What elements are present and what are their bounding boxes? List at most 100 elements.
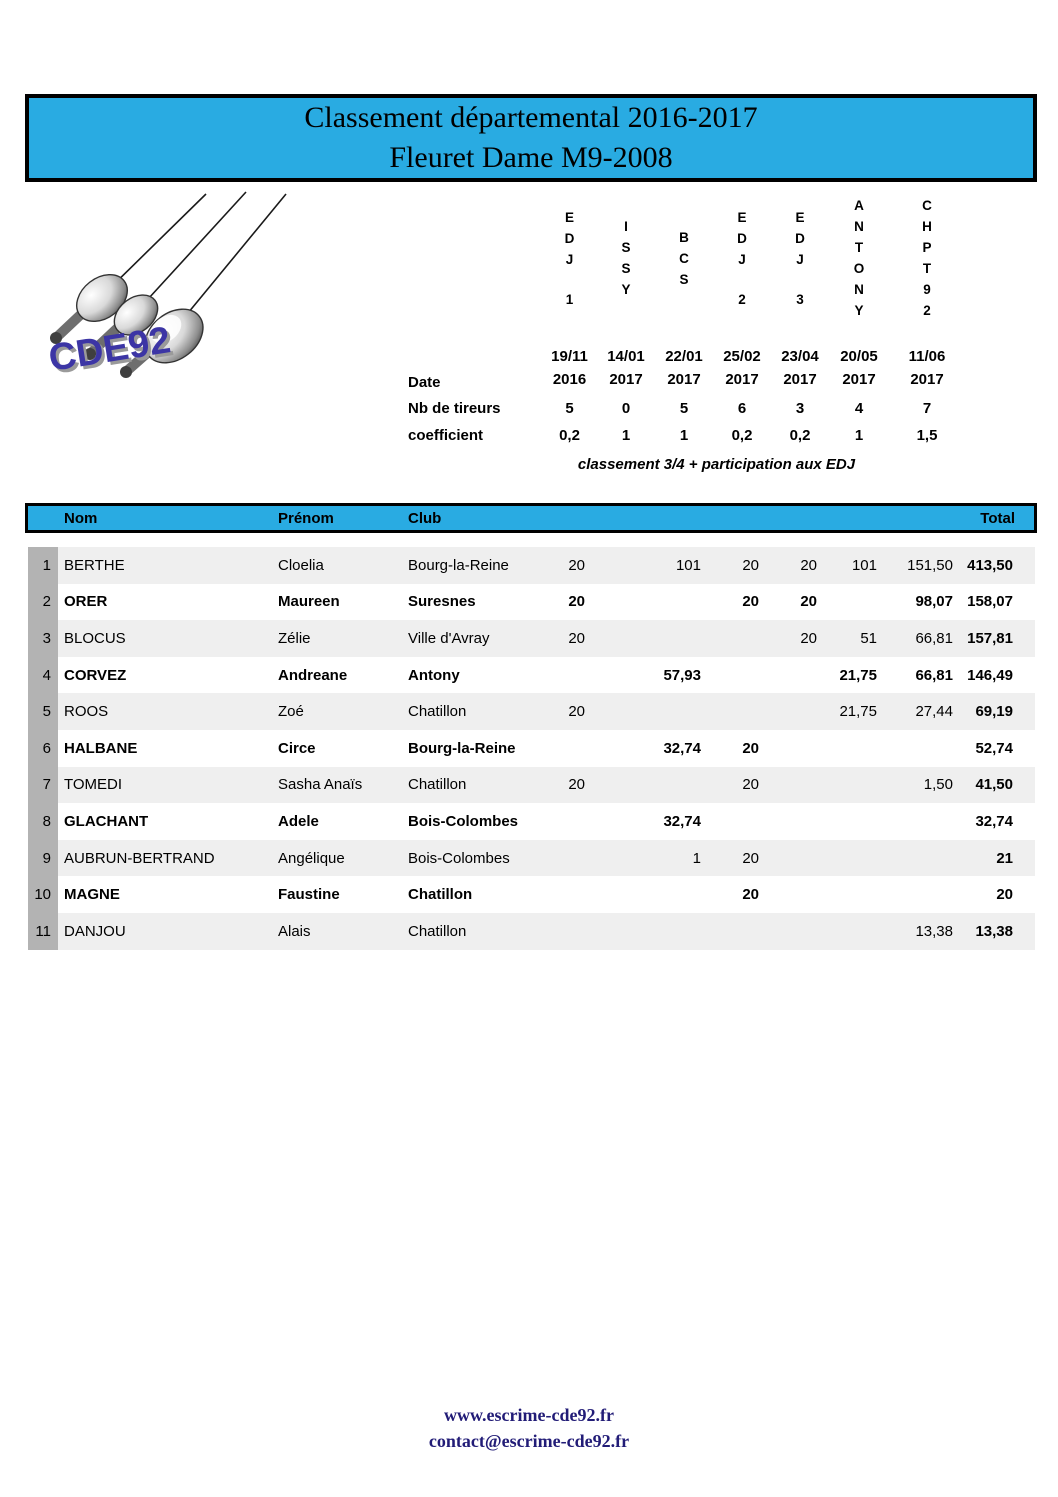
score-cell-antony: 101 — [851, 556, 877, 574]
event-date-line2: 2017 — [842, 371, 876, 388]
score-cell-edj3: 20 — [800, 593, 817, 611]
event-coefficient-issy: 1 — [621, 427, 631, 444]
coefficient-label: coefficient — [408, 427, 484, 444]
event-date-line2: 2017 — [783, 371, 817, 388]
event-name-char: E — [795, 209, 805, 225]
event-coefficient-antony: 1 — [854, 427, 864, 444]
club-cell: Bourg-la-Reine — [408, 556, 509, 574]
event-name-char: Y — [621, 282, 631, 297]
event-name-char: A — [854, 198, 864, 213]
nom-cell: HALBANE — [64, 739, 138, 757]
event-date-line1: 19/11 — [551, 348, 588, 365]
ranking-note: classement 3/4 + participation aux EDJ — [577, 456, 856, 473]
club-cell: Bois-Colombes — [408, 812, 519, 830]
event-date-line2: 2016 — [552, 371, 587, 388]
event-date-edj1: 19/11 2016 — [542, 333, 597, 395]
event-date-line1: 14/01 — [607, 348, 645, 365]
score-cell-chpt92: 27,44 — [915, 703, 953, 721]
event-name-char: J — [738, 251, 746, 267]
total-cell: 146,49 — [967, 666, 1013, 684]
event-date-line2: 2017 — [667, 371, 701, 388]
event-date-line1: 25/02 — [723, 348, 761, 365]
event-name-char: S — [621, 240, 631, 255]
prenom-cell: Cloelia — [278, 556, 324, 574]
nom-cell: ROOS — [64, 703, 109, 721]
event-name-char: 2 — [738, 291, 746, 307]
footer-email: contact@escrime-cde92.fr — [428, 1431, 630, 1451]
prenom-cell: Angélique — [278, 849, 345, 867]
score-cell-bcs: 101 — [675, 556, 701, 574]
score-cell-edj1: 20 — [568, 629, 585, 647]
event-date-issy: 14/01 2017 — [597, 333, 655, 395]
date-label: Date — [408, 374, 441, 391]
event-tireurs-antony: 4 — [854, 400, 864, 417]
rank-cell: 6 — [28, 729, 58, 767]
club-cell: Chatillon — [408, 703, 467, 721]
events-names-spacer — [408, 183, 542, 333]
event-date-line1: 23/04 — [781, 348, 819, 365]
score-cell-edj2: 20 — [742, 776, 759, 794]
prenom-cell: Maureen — [278, 593, 340, 611]
score-cell-edj2: 20 — [742, 593, 759, 611]
event-name-char: 9 — [923, 282, 931, 297]
title-line-2: Fleuret Dame M9-2008 — [389, 141, 673, 174]
prenom-cell: Adele — [278, 812, 319, 830]
prenom-cell: Andreane — [278, 666, 348, 684]
nom-cell: AUBRUN-BERTRAND — [64, 849, 215, 867]
event-name-char: P — [922, 240, 932, 255]
score-cell-edj2: 20 — [742, 739, 759, 757]
event-name-char: S — [621, 261, 631, 276]
event-name-char: J — [796, 251, 804, 267]
table-row: 9 AUBRUN-BERTRAND Angélique Bois-Colombes 1 2… — [28, 839, 1035, 877]
total-cell: 13,38 — [975, 922, 1013, 940]
prenom-cell: Alais — [278, 922, 311, 940]
score-cell-chpt92: 1,50 — [923, 776, 953, 794]
event-name-char: N — [854, 219, 864, 234]
score-cell-chpt92: 66,81 — [915, 666, 953, 684]
score-cell-bcs: 32,74 — [663, 812, 701, 830]
col-header-prenom: Prénom — [278, 509, 334, 527]
rank-cell: 5 — [28, 693, 58, 730]
total-cell: 20 — [996, 886, 1013, 904]
event-date-edj3: 23/04 2017 — [771, 333, 829, 395]
score-cell-bcs: 32,74 — [663, 739, 701, 757]
nb-tireurs-label: Nb de tireurs — [408, 400, 501, 417]
event-name-char: T — [854, 240, 864, 255]
prenom-cell: Faustine — [278, 886, 340, 904]
event-date-line2: 2017 — [609, 371, 643, 388]
event-date-edj2: 25/02 2017 — [713, 333, 771, 395]
club-cell: Antony — [408, 666, 460, 684]
event-date-antony: 20/05 2017 — [829, 333, 889, 395]
event-coefficient-edj3: 0,2 — [789, 427, 811, 444]
event-date-line1: 20/05 — [840, 348, 878, 365]
title-banner: Classement départemental 2016-2017 Fleur… — [25, 94, 1037, 182]
event-tireurs-edj1: 5 — [565, 400, 574, 417]
prenom-cell: Sasha Anaïs — [278, 776, 363, 794]
club-cell: Chatillon — [408, 886, 473, 904]
event-name-char: C — [922, 198, 932, 213]
score-cell-edj2: 20 — [742, 849, 759, 867]
score-cell-edj1: 20 — [568, 556, 585, 574]
footer: www.escrime-cde92.fr contact@escrime-cde… — [0, 1402, 1058, 1454]
prenom-cell: Circe — [278, 739, 316, 757]
score-cell-chpt92: 13,38 — [915, 922, 953, 940]
nom-cell: MAGNE — [64, 886, 120, 904]
table-row: 5 ROOS Zoé Chatillon 20 21,75 27,44 69,19 — [28, 693, 1035, 730]
event-name-char: T — [922, 261, 932, 276]
nom-cell: CORVEZ — [64, 666, 127, 684]
sword-guards-icon — [76, 273, 204, 364]
rank-cell: 4 — [28, 656, 58, 694]
score-cell-edj3: 20 — [800, 556, 817, 574]
score-cell-edj3: 20 — [800, 629, 817, 647]
total-cell: 157,81 — [967, 629, 1013, 647]
col-header-total: Total — [980, 509, 1015, 527]
event-coefficient-edj1: 0,2 — [559, 427, 580, 444]
event-date-line2: 2017 — [725, 371, 759, 388]
nom-cell: DANJOU — [64, 922, 126, 940]
event-tireurs-edj2: 6 — [737, 400, 747, 417]
event-date-bcs: 22/01 2017 — [655, 333, 713, 395]
